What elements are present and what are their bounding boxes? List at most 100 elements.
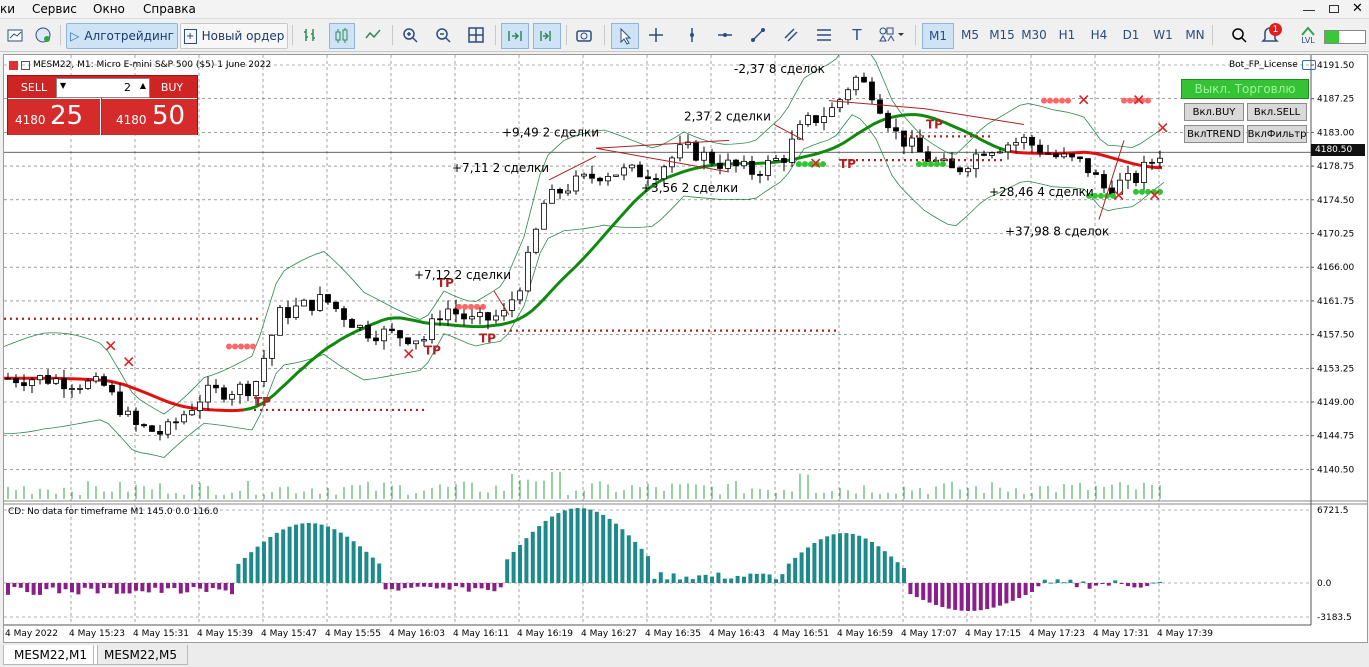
candle-body — [621, 167, 627, 176]
tab-mesm22-m5[interactable]: MESM22,M5 — [93, 645, 188, 665]
cursor-icon[interactable] — [611, 23, 639, 49]
tile-windows-icon[interactable] — [464, 23, 488, 47]
candlestick-icon[interactable] — [329, 23, 355, 49]
cd-histogram-bar — [921, 583, 926, 600]
enable-trend-button[interactable]: ВклTREND — [1184, 125, 1244, 143]
horizontal-line-icon[interactable] — [713, 23, 737, 47]
candle-body — [661, 166, 667, 180]
cd-histogram-bar — [1158, 581, 1162, 583]
chart-tabs: MESM22,M1 MESM22,M5 — [0, 643, 1369, 667]
profiles-icon[interactable] — [32, 23, 54, 47]
candle-body — [1013, 142, 1019, 146]
new-order-button[interactable]: + Новый ордер — [180, 23, 288, 49]
timeframe-m1[interactable]: M1 — [922, 23, 954, 49]
trade-result-annotation: +7,12 2 сделки — [414, 268, 511, 282]
cd-histogram-bar — [735, 575, 740, 583]
cd-histogram-bar — [6, 583, 10, 595]
cd-histogram-bar — [287, 526, 292, 583]
time-tick-label: 4 May 16:03 — [389, 629, 445, 639]
chevron-up-icon[interactable]: ▲ — [139, 81, 146, 90]
bar-chart-icon[interactable] — [298, 23, 322, 47]
menu-item[interactable]: ки — [0, 2, 16, 16]
time-tick-label: 4 May 16:27 — [581, 629, 637, 639]
zoom-in-icon[interactable] — [398, 23, 422, 47]
sell-price-button[interactable]: 4180 25 — [8, 98, 101, 135]
cd-histogram-bar — [812, 542, 817, 583]
autoscroll-icon[interactable] — [501, 23, 529, 49]
cd-histogram-bar — [556, 513, 561, 583]
timeframe-m30[interactable]: M30 — [1021, 28, 1047, 42]
chart-settings-icon[interactable] — [9, 60, 18, 70]
line-chart-icon[interactable] — [361, 23, 385, 47]
restore-icon[interactable] — [1329, 5, 1339, 13]
timeframe-h4[interactable]: H4 — [1090, 28, 1108, 42]
cd-histogram-bar — [50, 583, 55, 588]
candle-body — [989, 152, 995, 156]
enable-buy-button[interactable]: Вкл.BUY — [1184, 103, 1244, 121]
new-chart-icon[interactable] — [4, 23, 26, 47]
tab-mesm22-m1[interactable]: MESM22,M1 — [3, 645, 98, 665]
cd-histogram-bar — [646, 556, 650, 583]
lot-value[interactable]: 2 — [124, 81, 131, 94]
cd-histogram-bar — [825, 536, 830, 583]
candle-body — [445, 308, 451, 321]
close-icon[interactable]: ✕ — [1352, 1, 1363, 16]
enable-sell-button[interactable]: Вкл.SELL — [1247, 103, 1307, 121]
timeframe-h1[interactable]: H1 — [1058, 28, 1076, 42]
timeframe-d1[interactable]: D1 — [1122, 28, 1140, 42]
notifications-icon[interactable]: 1 — [1258, 23, 1282, 47]
lot-stepper[interactable]: ▼ 2 ▲ — [56, 78, 150, 98]
menu-item[interactable]: Сервис — [32, 2, 77, 16]
menu-item[interactable]: Справка — [143, 2, 196, 16]
channel-icon[interactable] — [779, 23, 803, 47]
cd-histogram-bar — [31, 583, 36, 595]
candle-body — [693, 141, 699, 161]
chart-shift-icon[interactable] — [533, 23, 561, 49]
signal-dot — [1139, 188, 1145, 195]
signal-dot — [1098, 192, 1104, 199]
zoom-out-icon[interactable] — [431, 23, 455, 47]
signal-dot — [1053, 97, 1059, 104]
algo-trading-button[interactable]: ▷ Алготрейдинг — [66, 23, 178, 49]
shapes-icon[interactable] — [873, 23, 909, 47]
buy-price-button[interactable]: 4180 50 — [102, 98, 197, 135]
price-tick-label: 4191.50 — [1317, 61, 1354, 71]
signal-dot — [1065, 97, 1071, 104]
candle-body — [173, 421, 179, 424]
screenshot-icon[interactable] — [572, 23, 596, 47]
trade-line — [1098, 140, 1125, 220]
timeframe-w1[interactable]: W1 — [1153, 28, 1173, 42]
signal-dot — [1086, 192, 1092, 199]
chart-window[interactable]: 4191.50 4187.25 4183.00 4178.75 4174.50 4170.… — [3, 54, 1368, 643]
cd-histogram-bar — [857, 535, 862, 583]
candle-body — [429, 318, 435, 341]
timeframe-mn[interactable]: MN — [1185, 28, 1205, 42]
menu-item[interactable]: Окно — [93, 2, 125, 16]
cd-histogram-bar — [338, 532, 343, 583]
cd-histogram-bar — [204, 583, 209, 592]
signal-dot — [1139, 97, 1145, 104]
vertical-line-icon[interactable] — [680, 23, 704, 47]
enable-filter-button[interactable]: ВклФильтр — [1247, 125, 1307, 143]
signal-dot — [244, 343, 250, 350]
cd-histogram-bar — [313, 523, 318, 583]
candle-body — [941, 158, 947, 161]
trendline-icon[interactable] — [746, 23, 770, 47]
signal-dot — [808, 161, 814, 168]
fibonacci-icon[interactable] — [812, 23, 836, 47]
chevron-down-icon[interactable]: ▼ — [60, 81, 67, 90]
crosshair-icon[interactable] — [644, 23, 668, 47]
chart-grid-icon[interactable] — [21, 60, 30, 70]
cd-histogram-bar — [793, 557, 798, 583]
text-icon[interactable]: T — [852, 26, 862, 44]
timeframe-m15[interactable]: M15 — [989, 28, 1015, 42]
search-icon[interactable] — [1228, 23, 1250, 47]
lvl-icon[interactable]: LVL — [1296, 23, 1320, 47]
minimize-icon[interactable] — [1303, 10, 1315, 11]
toggle-trading-button[interactable]: Выкл. Торговлю — [1181, 79, 1309, 99]
sell-button[interactable]: SELL — [20, 81, 48, 94]
timeframe-m5[interactable]: M5 — [961, 28, 979, 42]
price-chart[interactable]: 4191.50 4187.25 4183.00 4178.75 4174.50 4170.… — [4, 55, 1367, 642]
cd-histogram-bar — [262, 541, 266, 583]
buy-button[interactable]: BUY — [160, 81, 184, 94]
